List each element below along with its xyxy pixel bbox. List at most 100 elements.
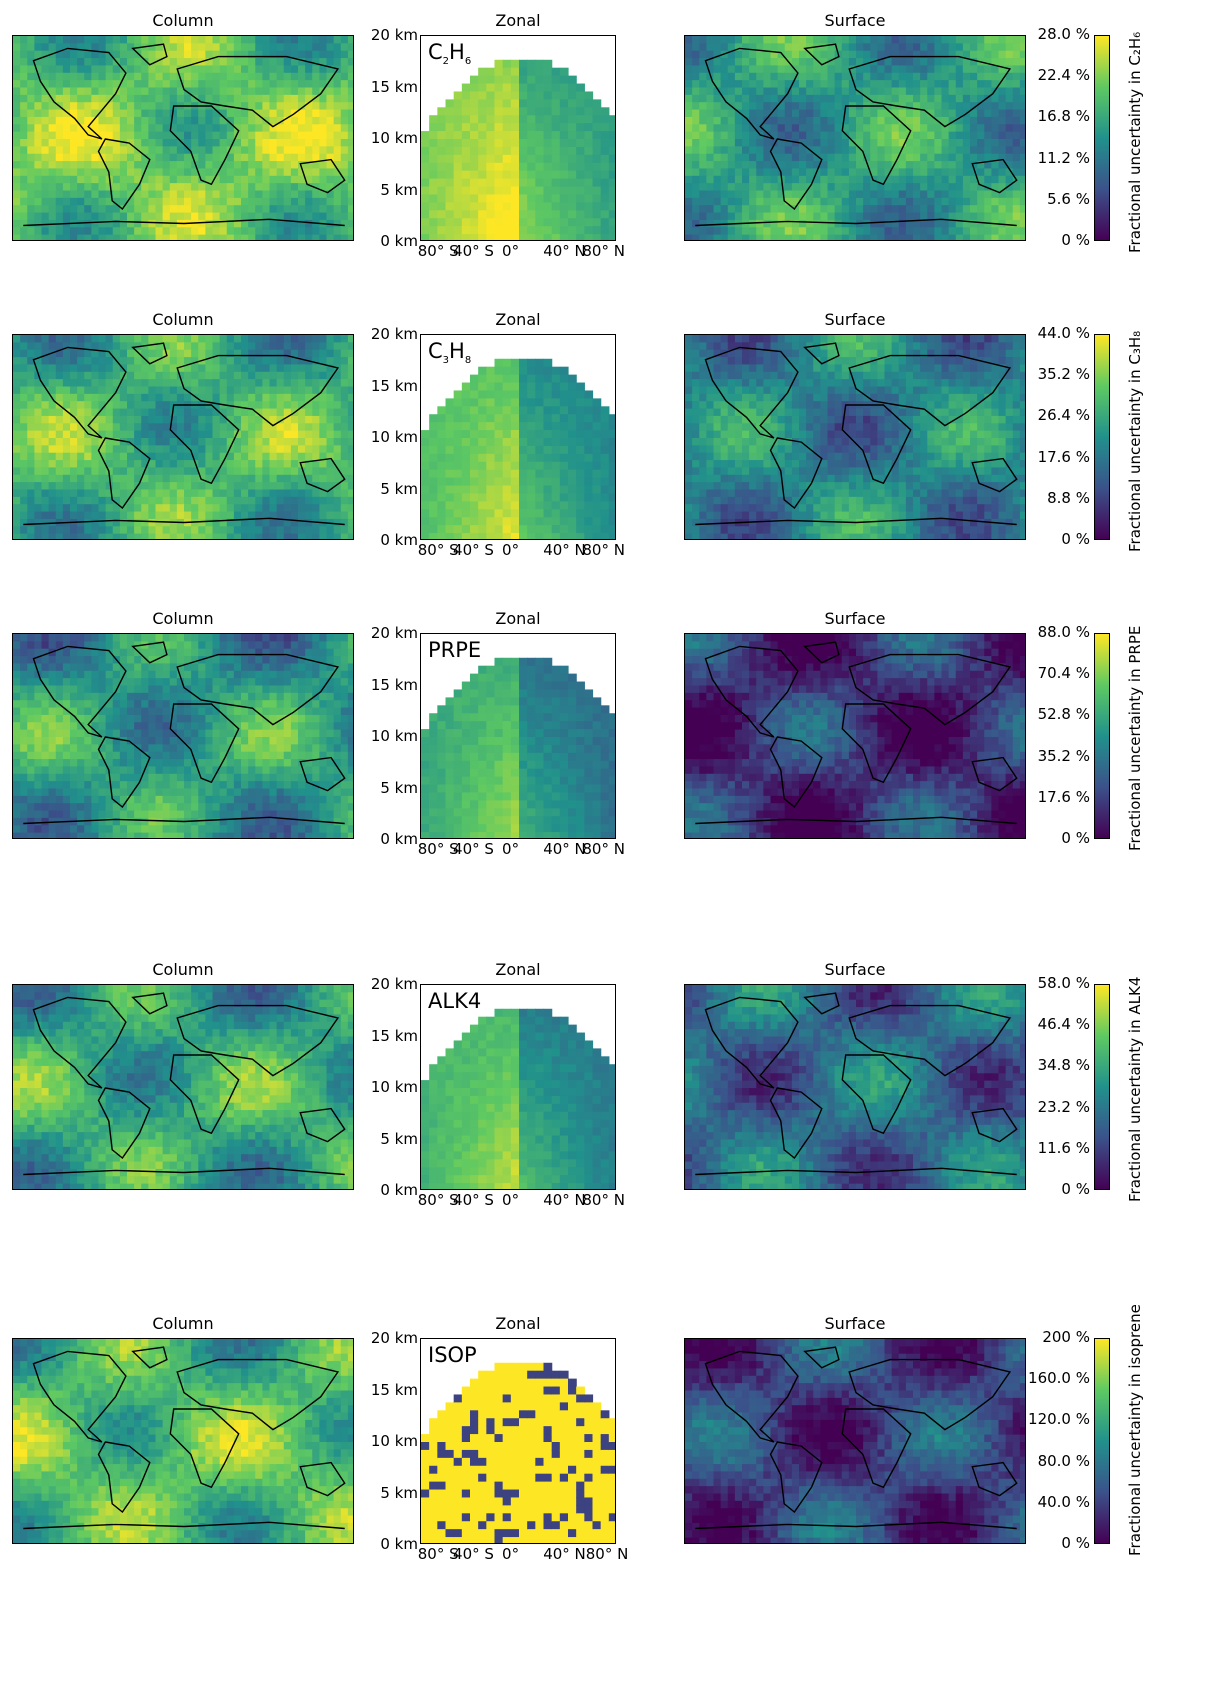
heatmap-cell — [70, 65, 78, 74]
zonal-cell — [519, 517, 528, 526]
heatmap-cell — [934, 153, 943, 162]
heatmap-cell — [326, 430, 335, 439]
heatmap-cell — [148, 349, 157, 358]
heatmap-cell — [105, 518, 114, 527]
heatmap-cell — [98, 386, 107, 395]
heatmap-cell — [248, 335, 256, 343]
heatmap-cell — [112, 511, 121, 520]
heatmap-cell — [834, 205, 843, 214]
heatmap-cell — [312, 175, 320, 184]
heatmap-cell — [255, 415, 263, 424]
heatmap-cell — [734, 124, 743, 133]
zonal-cell — [600, 162, 610, 172]
heatmap-cell — [233, 401, 242, 410]
heatmap-cell — [241, 430, 249, 439]
heatmap-cell — [262, 496, 271, 505]
heatmap-cell — [283, 467, 292, 476]
zonal-cell — [502, 226, 512, 235]
surface-title: Surface — [824, 310, 886, 329]
heatmap-cell — [340, 212, 349, 221]
heatmap-cell — [948, 139, 957, 147]
heatmap-cell — [105, 393, 114, 402]
heatmap-cell — [212, 393, 221, 402]
heatmap-cell — [98, 80, 107, 89]
heatmap-cell — [856, 183, 864, 192]
heatmap-cell — [55, 212, 64, 221]
heatmap-cell — [784, 72, 793, 81]
zonal-cell — [543, 374, 553, 384]
heatmap-cell — [226, 58, 235, 67]
heatmap-cell — [269, 357, 278, 366]
heatmap-cell — [312, 168, 320, 177]
heatmap-cell — [34, 364, 43, 373]
heatmap-cell — [70, 482, 78, 491]
heatmap-cell — [269, 533, 278, 539]
heatmap-cell — [184, 87, 192, 96]
heatmap-cell — [298, 452, 306, 461]
heatmap-cell — [119, 205, 128, 214]
heatmap-cell — [806, 50, 814, 59]
zonal-cell — [494, 485, 504, 495]
heatmap-cell — [77, 386, 85, 395]
heatmap-cell — [799, 43, 807, 52]
heatmap-cell — [241, 80, 249, 89]
heatmap-cell — [169, 87, 178, 96]
heatmap-cell — [62, 533, 71, 539]
heatmap-cell — [134, 190, 142, 199]
heatmap-cell — [219, 124, 228, 133]
heatmap-cell — [62, 415, 71, 424]
heatmap-cell — [55, 460, 64, 469]
zonal-cell — [421, 170, 430, 180]
heatmap-cell — [333, 357, 342, 366]
heatmap-cell — [55, 482, 64, 491]
heatmap-cell — [127, 335, 135, 343]
heatmap-cell — [692, 65, 700, 74]
heatmap-cell — [212, 212, 221, 221]
zonal-cell — [535, 525, 545, 534]
zonal-cell — [494, 170, 504, 180]
heatmap-cell — [977, 87, 985, 96]
heatmap-cell — [319, 386, 328, 395]
heatmap-cell — [84, 349, 92, 358]
zonal-cell — [584, 139, 594, 148]
heatmap-cell — [98, 342, 107, 351]
heatmap-cell — [212, 482, 221, 491]
heatmap-cell — [962, 124, 971, 133]
heatmap-cell — [269, 219, 278, 228]
zonal-cell — [576, 162, 585, 172]
heatmap-cell — [141, 445, 149, 454]
heatmap-cell — [162, 445, 171, 454]
heatmap-cell — [84, 72, 92, 81]
heatmap-cell — [920, 205, 928, 214]
heatmap-cell — [198, 124, 206, 133]
heatmap-cell — [749, 58, 757, 67]
heatmap-cell — [148, 445, 157, 454]
heatmap-cell — [233, 212, 242, 221]
heatmap-cell — [799, 58, 807, 67]
zonal-cell — [559, 414, 569, 423]
zonal-cell — [461, 123, 471, 132]
heatmap-cell — [877, 219, 886, 228]
heatmap-cell — [91, 146, 100, 155]
heatmap-cell — [977, 139, 985, 147]
heatmap-cell — [283, 43, 292, 52]
heatmap-cell — [162, 526, 171, 535]
heatmap-cell — [799, 80, 807, 89]
heatmap-cell — [920, 131, 928, 140]
zonal-cell — [470, 477, 479, 487]
heatmap-cell — [756, 219, 764, 228]
heatmap-cell — [827, 234, 836, 240]
zonal-cell — [559, 131, 569, 140]
heatmap-cell — [91, 72, 100, 81]
heatmap-cell — [155, 467, 164, 476]
heatmap-cell — [269, 445, 278, 454]
heatmap-cell — [55, 190, 64, 199]
heatmap-cell — [77, 408, 85, 417]
heatmap-cell — [799, 197, 807, 206]
zonal-cell — [429, 210, 438, 219]
heatmap-cell — [241, 87, 249, 96]
heatmap-cell — [91, 175, 100, 184]
heatmap-cell — [913, 139, 921, 147]
heatmap-cell — [184, 342, 192, 351]
heatmap-cell — [62, 474, 71, 483]
